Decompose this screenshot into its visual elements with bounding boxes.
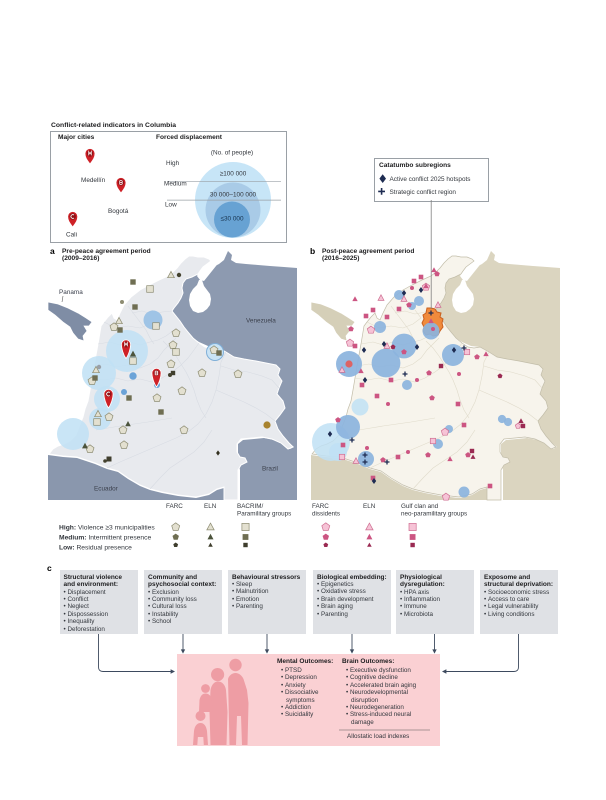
svg-text:Low: Low: [165, 202, 177, 209]
svg-text:dissidents: dissidents: [312, 510, 340, 517]
svg-text:FARC: FARC: [312, 503, 329, 510]
svg-text:High: Violence ≥3 municipaliti: High: Violence ≥3 municipalities: [59, 525, 155, 532]
svg-text:neo-paramilitary groups: neo-paramilitary groups: [401, 510, 467, 517]
svg-text:ELN: ELN: [204, 503, 217, 510]
svg-text:30 000–100 000: 30 000–100 000: [210, 192, 257, 199]
svg-text:Medium: Medium: [164, 181, 187, 188]
svg-text:Venezuela: Venezuela: [246, 318, 276, 325]
svg-text:ELN: ELN: [363, 503, 376, 510]
svg-text:Panama: Panama: [59, 289, 83, 296]
svg-text:Paramilitary groups: Paramilitary groups: [237, 510, 291, 517]
svg-text:Medellín: Medellín: [81, 177, 106, 184]
svg-text:Medium: Intermittent presence: Medium: Intermittent presence: [59, 535, 151, 542]
svg-text:Low: Residual presence: Low: Residual presence: [59, 545, 132, 552]
svg-text:Brazil: Brazil: [262, 466, 278, 473]
svg-text:Gulf clan and: Gulf clan and: [401, 503, 439, 510]
svg-text:≥100 000: ≥100 000: [220, 171, 247, 178]
svg-text:Active conflict 2025 hotspots: Active conflict 2025 hotspots: [389, 176, 470, 183]
svg-text:FARC: FARC: [166, 503, 183, 510]
svg-text:High: High: [166, 160, 180, 167]
svg-text:Bogotá: Bogotá: [108, 208, 129, 215]
svg-text:Ecuador: Ecuador: [94, 486, 119, 493]
svg-text:Strategic conflict region: Strategic conflict region: [389, 189, 456, 196]
svg-text:(No. of people): (No. of people): [211, 150, 253, 157]
svg-text:BACRIM/: BACRIM/: [237, 503, 263, 510]
svg-text:≤30 000: ≤30 000: [220, 216, 243, 223]
svg-text:Cali: Cali: [66, 232, 77, 239]
